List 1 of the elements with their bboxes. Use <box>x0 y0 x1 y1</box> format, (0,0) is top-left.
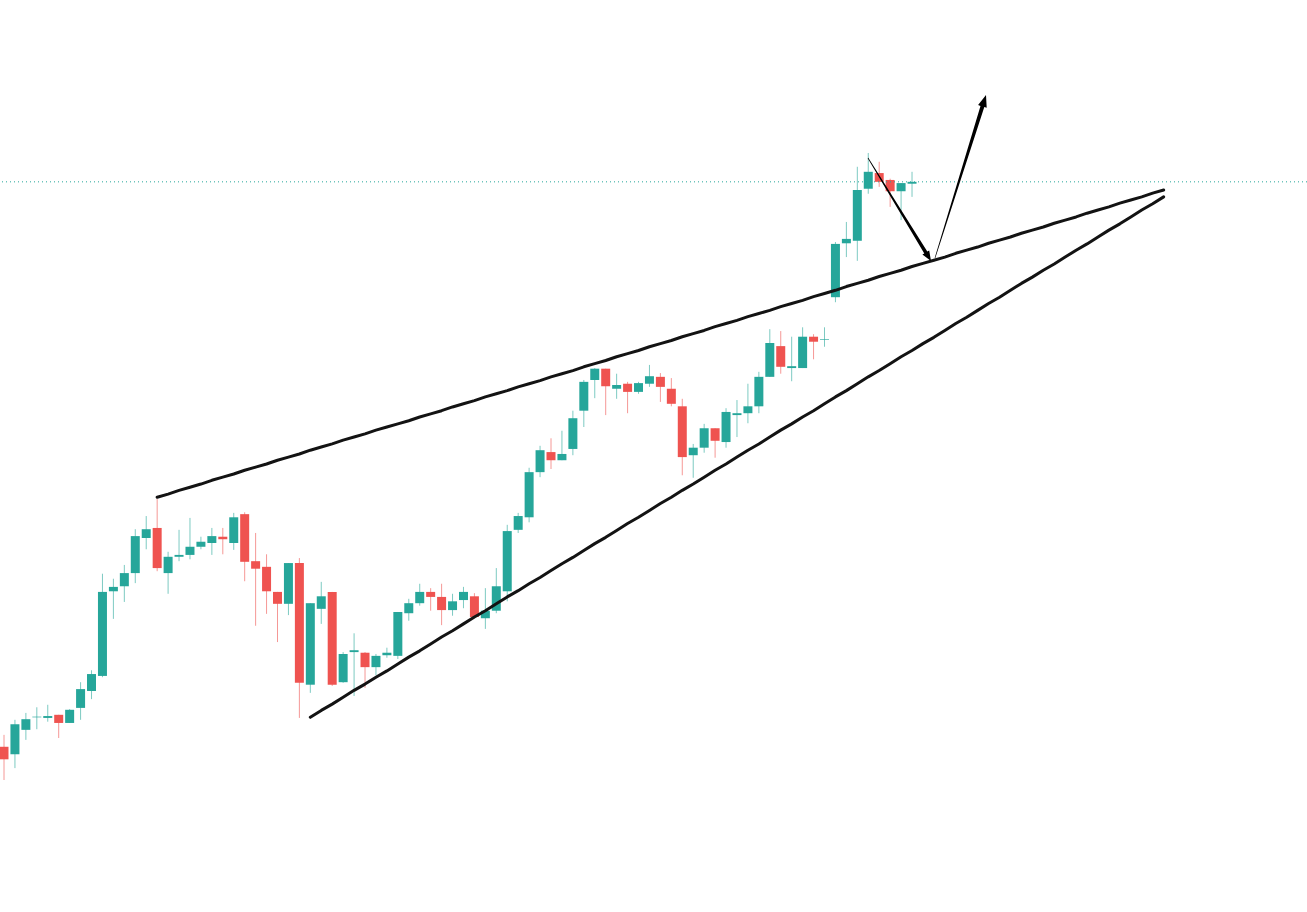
candlestick <box>196 536 206 550</box>
